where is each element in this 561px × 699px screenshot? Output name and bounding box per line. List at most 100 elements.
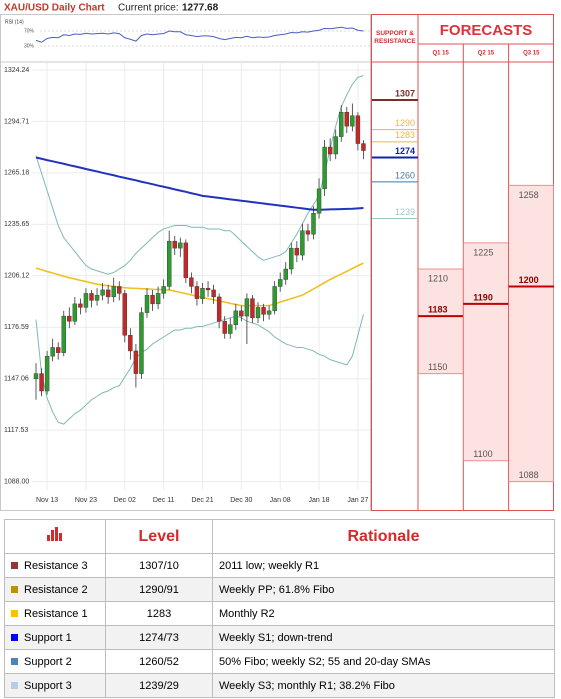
rsi-line — [35, 26, 364, 43]
level-name: Support 2 — [24, 655, 72, 668]
table-row: Resistance 2 1290/91 Weekly PP; 61.8% Fibo — [4, 577, 555, 602]
rationale-cell: Weekly S1; down-trend — [212, 625, 555, 650]
indicator-line — [35, 314, 364, 425]
y-tick-label: 1117.53 — [4, 427, 28, 434]
candle-body — [278, 279, 283, 287]
bar-icon — [47, 527, 62, 541]
forecast-label: 1190 — [473, 292, 493, 302]
candle-body — [33, 373, 39, 380]
chart-title: XAU/USD Daily Chart — [4, 3, 105, 14]
indicator-line — [35, 262, 364, 307]
forecast-title: FORECASTS — [440, 22, 533, 39]
price-label: Current price: — [118, 3, 179, 14]
candle-body — [294, 247, 300, 256]
x-tick-label: Jan 08 — [270, 497, 291, 504]
sr-label: SUPPORT & RESISTANCE — [374, 30, 416, 45]
candle-body — [283, 268, 288, 280]
color-swatch — [11, 634, 18, 642]
indicator-line — [35, 156, 364, 211]
candle-body — [111, 286, 116, 298]
candle-body — [78, 303, 83, 308]
forecast-range — [509, 185, 554, 482]
levels-table: Level Rationale Resistance 3 1307/10 2011 … — [4, 519, 555, 698]
color-swatch — [11, 610, 18, 618]
color-swatch — [11, 682, 18, 690]
candle-body — [133, 350, 139, 374]
forecast-range — [418, 269, 463, 374]
level-label: 1239 — [395, 207, 415, 217]
candle-body — [105, 289, 111, 298]
name-cell: Resistance 3 — [4, 553, 106, 578]
candle-body — [194, 286, 200, 299]
level-label: 1274 — [395, 146, 415, 156]
forecast-label: 1183 — [428, 304, 448, 314]
rsi-label: RSI (14) — [5, 19, 24, 25]
y-tick-label: 1206.12 — [4, 273, 29, 280]
level-name: Support 3 — [24, 679, 72, 692]
level-name: Support 1 — [24, 631, 72, 644]
candle-body — [316, 188, 322, 214]
name-cell: Resistance 1 — [4, 601, 106, 626]
candle-body — [233, 310, 239, 325]
name-cell: Support 2 — [4, 649, 106, 674]
candle-body — [228, 324, 233, 334]
x-tick-label: Dec 11 — [153, 497, 175, 504]
x-tick-label: Dec 02 — [114, 497, 136, 504]
chart: XAU/USD Daily Chart Current price: 1277.… — [0, 3, 554, 511]
candle-body — [155, 293, 161, 305]
indicator-line — [35, 75, 364, 275]
candle-body — [250, 298, 255, 319]
x-tick-label: Dec 30 — [230, 497, 252, 504]
candle-body — [61, 315, 66, 353]
table-icon-cell — [4, 519, 106, 554]
x-tick-label: Dec 21 — [191, 497, 213, 504]
candle-body — [305, 230, 311, 235]
candle-body — [344, 111, 349, 127]
candle-body — [72, 303, 78, 322]
table-row: Support 2 1260/52 50% Fibo; weekly S2; 55 … — [4, 649, 555, 674]
candle-body — [289, 247, 294, 270]
forecast-label: 1258 — [519, 190, 539, 200]
level-name: Resistance 2 — [24, 583, 88, 596]
level-name: Resistance 1 — [24, 607, 88, 620]
x-tick-label: Jan 27 — [347, 497, 368, 504]
y-tick-label: 1147.06 — [4, 376, 29, 383]
candle-body — [100, 289, 105, 296]
candle-body — [261, 307, 266, 315]
column-header: Q2 15 — [478, 51, 495, 57]
candle-body — [144, 294, 150, 313]
y-tick-label: 1176.59 — [4, 324, 29, 331]
rsi-tick-label: 70% — [24, 28, 35, 34]
candle-body — [311, 213, 316, 235]
y-tick-label: 1324.24 — [4, 67, 29, 74]
level-cell: 1239/29 — [105, 673, 213, 698]
level-label: 1290 — [395, 118, 415, 128]
candle-body — [355, 115, 361, 144]
y-tick-label: 1294.71 — [4, 118, 29, 125]
color-swatch — [11, 562, 18, 570]
chart-frame — [0, 14, 371, 511]
candle-body — [50, 347, 55, 357]
y-tick-label: 1235.65 — [4, 221, 29, 228]
level-cell: 1307/10 — [105, 553, 213, 578]
candle-body — [150, 294, 155, 305]
candle-body — [272, 286, 277, 312]
forecast-label: 1150 — [428, 362, 447, 372]
candle-body — [122, 293, 128, 336]
x-tick-label: Nov 13 — [36, 497, 58, 504]
table-row: Support 3 1239/29 Weekly S3; monthly R1; 3… — [4, 673, 555, 698]
level-cell: 1274/73 — [105, 625, 213, 650]
candle-body — [350, 115, 355, 127]
table-row: Support 1 1274/73 Weekly S1; down-trend — [4, 625, 555, 650]
level-label: 1283 — [395, 130, 415, 140]
candle-body — [222, 321, 227, 334]
forecast-range — [463, 242, 509, 461]
column-header: Q1 15 — [432, 51, 449, 57]
level-label: 1260 — [395, 170, 415, 180]
candle-body — [300, 230, 305, 256]
forecast-label: 1200 — [519, 275, 539, 285]
x-tick-label: Nov 23 — [75, 497, 97, 504]
candle-body — [205, 287, 211, 291]
level-name: Resistance 3 — [24, 559, 88, 572]
